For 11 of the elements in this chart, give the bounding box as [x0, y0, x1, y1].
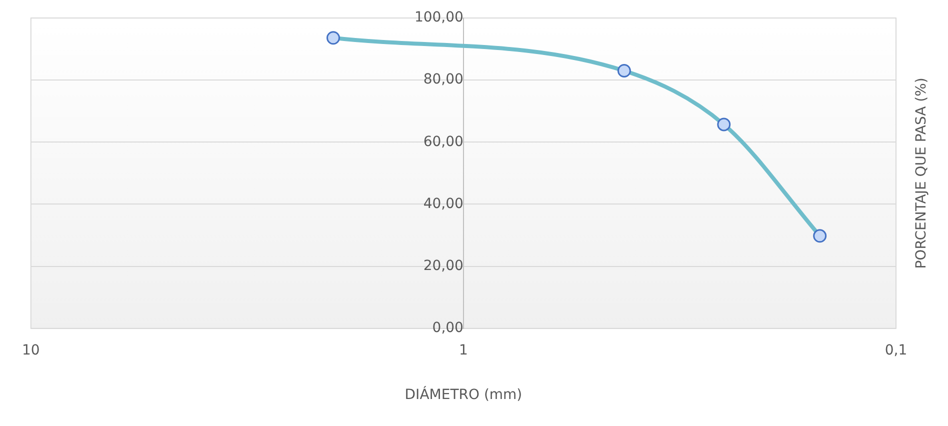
y-tick-label: 0,00	[432, 320, 464, 336]
y-tick-label: 60,00	[423, 134, 464, 150]
y-axis-title: PORCENTAJE QUE PASA (%)	[914, 78, 930, 269]
y-tick-label: 100,00	[414, 10, 464, 26]
y-tick-label: 40,00	[423, 196, 464, 212]
y-tick-label: 80,00	[423, 72, 464, 88]
x-tick-label: 1	[458, 342, 468, 358]
y-tick-label: 20,00	[423, 258, 464, 274]
x-tick-label: 0,1	[884, 342, 908, 358]
x-tick-label: 10	[22, 342, 40, 358]
x-axis-title: DIÁMETRO (mm)	[404, 386, 522, 404]
